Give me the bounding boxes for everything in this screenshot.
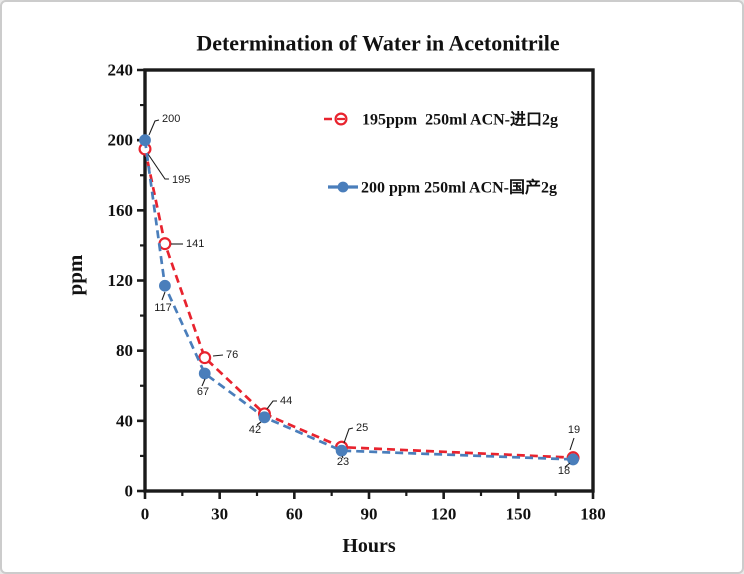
series-line	[143, 148, 574, 460]
label-leader-line	[569, 437, 575, 451]
x-tick-label: 150	[506, 505, 532, 524]
data-point-label: 141	[186, 238, 204, 250]
x-tick-label: 30	[211, 505, 228, 524]
label-leader-line	[564, 462, 571, 468]
plot-area	[143, 68, 595, 493]
label-leader-line	[341, 455, 344, 459]
y-tick-label: 40	[116, 411, 133, 430]
y-tick-label: 240	[108, 61, 134, 80]
series-line	[143, 139, 574, 461]
y-tick-label: 80	[116, 341, 133, 360]
data-point-label: 19	[568, 424, 580, 436]
legend-entry-imported: 195ppm 250ml ACN-进口2g	[324, 111, 558, 129]
data-point-marker	[139, 134, 151, 147]
data-point-label: 76	[226, 349, 238, 361]
legend-marker-filled-circle	[337, 181, 349, 193]
y-tick-label: 160	[108, 201, 134, 220]
data-point-label: 23	[337, 456, 349, 468]
legend: 195ppm 250ml ACN-进口2g 200 ppm 250ml ACN-…	[324, 111, 558, 197]
legend-label-imported: 195ppm 250ml ACN-进口2g	[362, 111, 558, 129]
data-point-marker	[335, 444, 348, 457]
label-leader-line	[161, 291, 166, 301]
label-leader-line	[256, 421, 262, 426]
y-axis-label: ppm	[63, 254, 87, 295]
label-leader-line	[147, 153, 169, 180]
y-tick-label: 120	[108, 271, 134, 290]
series-domestic-blue: 200 117 67 42 23 18	[139, 113, 579, 477]
label-leader-line	[266, 400, 277, 410]
label-leader-line	[343, 427, 354, 444]
data-point-marker	[159, 279, 171, 292]
series-imported-red: 195 141 76 44 25 19	[138, 142, 580, 465]
axis-ticks: 0 30 60 90 120 150 180 0 40 80 120 160 200 240	[108, 61, 606, 524]
x-tick-label: 180	[580, 505, 606, 524]
data-point-label: 67	[197, 386, 209, 398]
data-point-label: 44	[280, 395, 292, 407]
x-tick-label: 0	[141, 505, 150, 524]
series-layer: 195 141 76 44 25 19 200 117 67 42 23 18	[138, 113, 580, 477]
x-tick-label: 60	[286, 505, 303, 524]
y-tick-label: 200	[108, 131, 134, 150]
data-point-label: 18	[558, 465, 570, 477]
x-axis-label: Hours	[342, 535, 396, 557]
x-tick-label: 90	[361, 505, 378, 524]
data-point-marker	[198, 351, 212, 365]
data-point-label: 200	[162, 113, 180, 125]
data-point-marker	[158, 237, 172, 251]
label-leader-line	[201, 378, 206, 387]
label-leader-line	[212, 354, 224, 357]
data-point-label: 195	[172, 174, 190, 186]
x-tick-label: 120	[431, 505, 457, 524]
y-tick-label: 0	[125, 482, 134, 501]
legend-entry-domestic: 200 ppm 250ml ACN-国产2g	[328, 178, 557, 197]
chart-title: Determination of Water in Acetonitrile	[196, 31, 560, 56]
data-point-marker	[567, 453, 579, 466]
label-leader-line	[148, 119, 160, 136]
data-point-marker	[198, 367, 211, 380]
data-point-label: 117	[154, 302, 172, 314]
data-point-label: 42	[249, 424, 261, 436]
legend-label-domestic: 200 ppm 250ml ACN-国产2g	[361, 178, 557, 197]
data-point-marker	[258, 411, 271, 424]
data-point-label: 25	[356, 422, 368, 434]
